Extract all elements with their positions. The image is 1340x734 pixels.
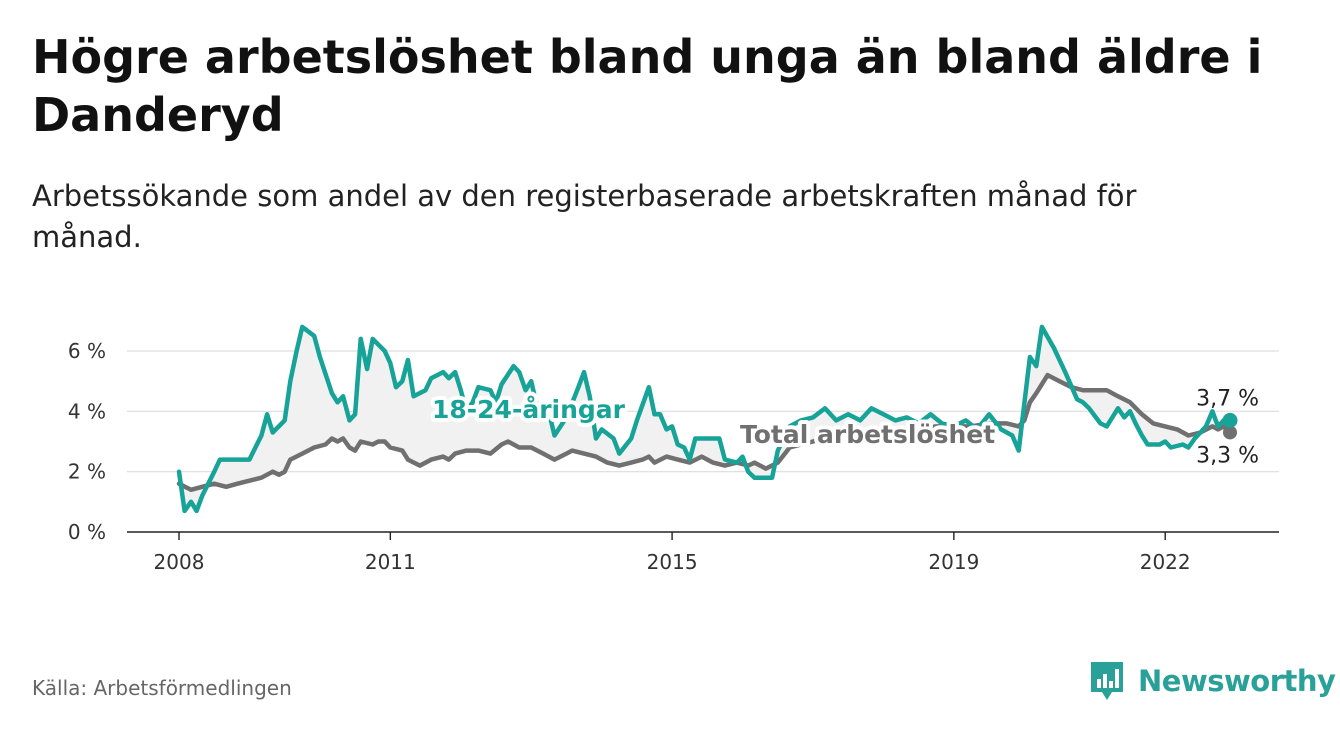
y-tick-label: 6 % [68, 339, 106, 363]
chart-subtitle: Arbetssökande som andel av den registerb… [32, 179, 1137, 254]
total-end-point [1223, 425, 1237, 440]
youth-end-point [1222, 412, 1238, 428]
brand-logo[interactable]: Newsworthy [1088, 660, 1336, 702]
youth-series-label-halo: 18-24-åringar [432, 395, 626, 424]
chart-title: Högre arbetslöshet bland unga än bland ä… [32, 30, 1263, 142]
brand-name: Newsworthy [1138, 664, 1336, 698]
newsworthy-logo-icon [1091, 662, 1123, 700]
difference-area [179, 326, 1230, 511]
y-tick-label: 2 % [68, 460, 106, 484]
labels: 0 % 2 % 4 % 6 % 2008 2011 2015 2019 2022 3,7 % 3,3… [68, 339, 1259, 574]
line-chart: 0 % 2 % 4 % 6 % 2008 2011 2015 2019 2022 3,7 % 3,3… [68, 324, 1279, 574]
source-note: Källa: Arbetsförmedlingen [32, 676, 292, 700]
total-end-label: 3,3 % [1196, 443, 1259, 468]
x-tick-label: 2011 [365, 550, 416, 574]
x-tick-label: 2019 [928, 550, 979, 574]
total-series-label-halo: Total arbetslöshet [740, 420, 995, 449]
y-tick-label: 0 % [68, 520, 106, 544]
x-tick-label: 2015 [647, 550, 698, 574]
total-series-label: Total arbetslöshet [740, 420, 995, 449]
x-tick-label: 2022 [1140, 550, 1191, 574]
youth-end-label: 3,7 % [1196, 386, 1259, 411]
youth-series-label: 18-24-åringar [432, 395, 626, 424]
x-tick-label: 2008 [154, 550, 205, 574]
difference-band [179, 326, 1230, 511]
youth-unemployment-line [176, 324, 1233, 514]
y-tick-label: 4 % [68, 399, 106, 423]
total-unemployment-line [176, 372, 1233, 493]
series-lines [176, 324, 1238, 514]
